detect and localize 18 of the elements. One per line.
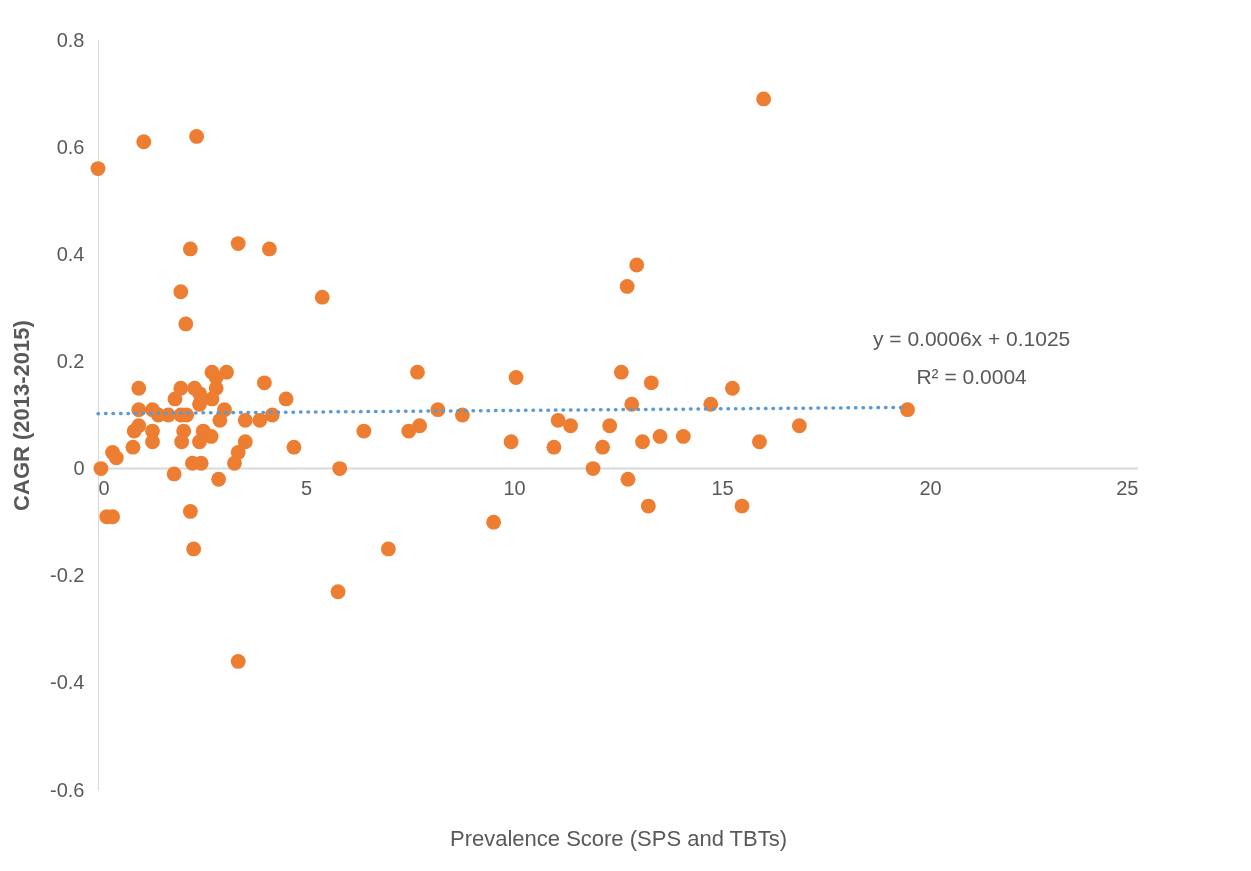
y-tick-label: 0.2	[56, 349, 85, 372]
y-tick-label: 0.6	[56, 135, 85, 158]
y-tick-label: -0.4	[50, 671, 85, 694]
y-tick-label: 0	[73, 457, 85, 480]
y-tick-label: -0.2	[50, 564, 85, 587]
x-tick-label: 25	[1116, 477, 1139, 500]
x-tick-label: 10	[503, 477, 526, 500]
y-tick-label: -0.6	[50, 778, 85, 801]
y-axis-title: CAGR (2013-2015)	[9, 320, 35, 511]
x-tick-label: 15	[711, 477, 734, 500]
x-tick-label: 20	[919, 477, 942, 500]
y-tick-label: 0.8	[56, 28, 85, 51]
annotation: y = 0.0006x + 0.1025	[872, 327, 1071, 350]
x-tick-label: 0	[98, 477, 110, 500]
y-tick-label: 0.4	[56, 242, 85, 265]
x-tick-label: 5	[300, 477, 313, 500]
x-axis-title: Prevalence Score (SPS and TBTs)	[449, 825, 788, 851]
annotation: R² = 0.0004	[916, 365, 1028, 388]
